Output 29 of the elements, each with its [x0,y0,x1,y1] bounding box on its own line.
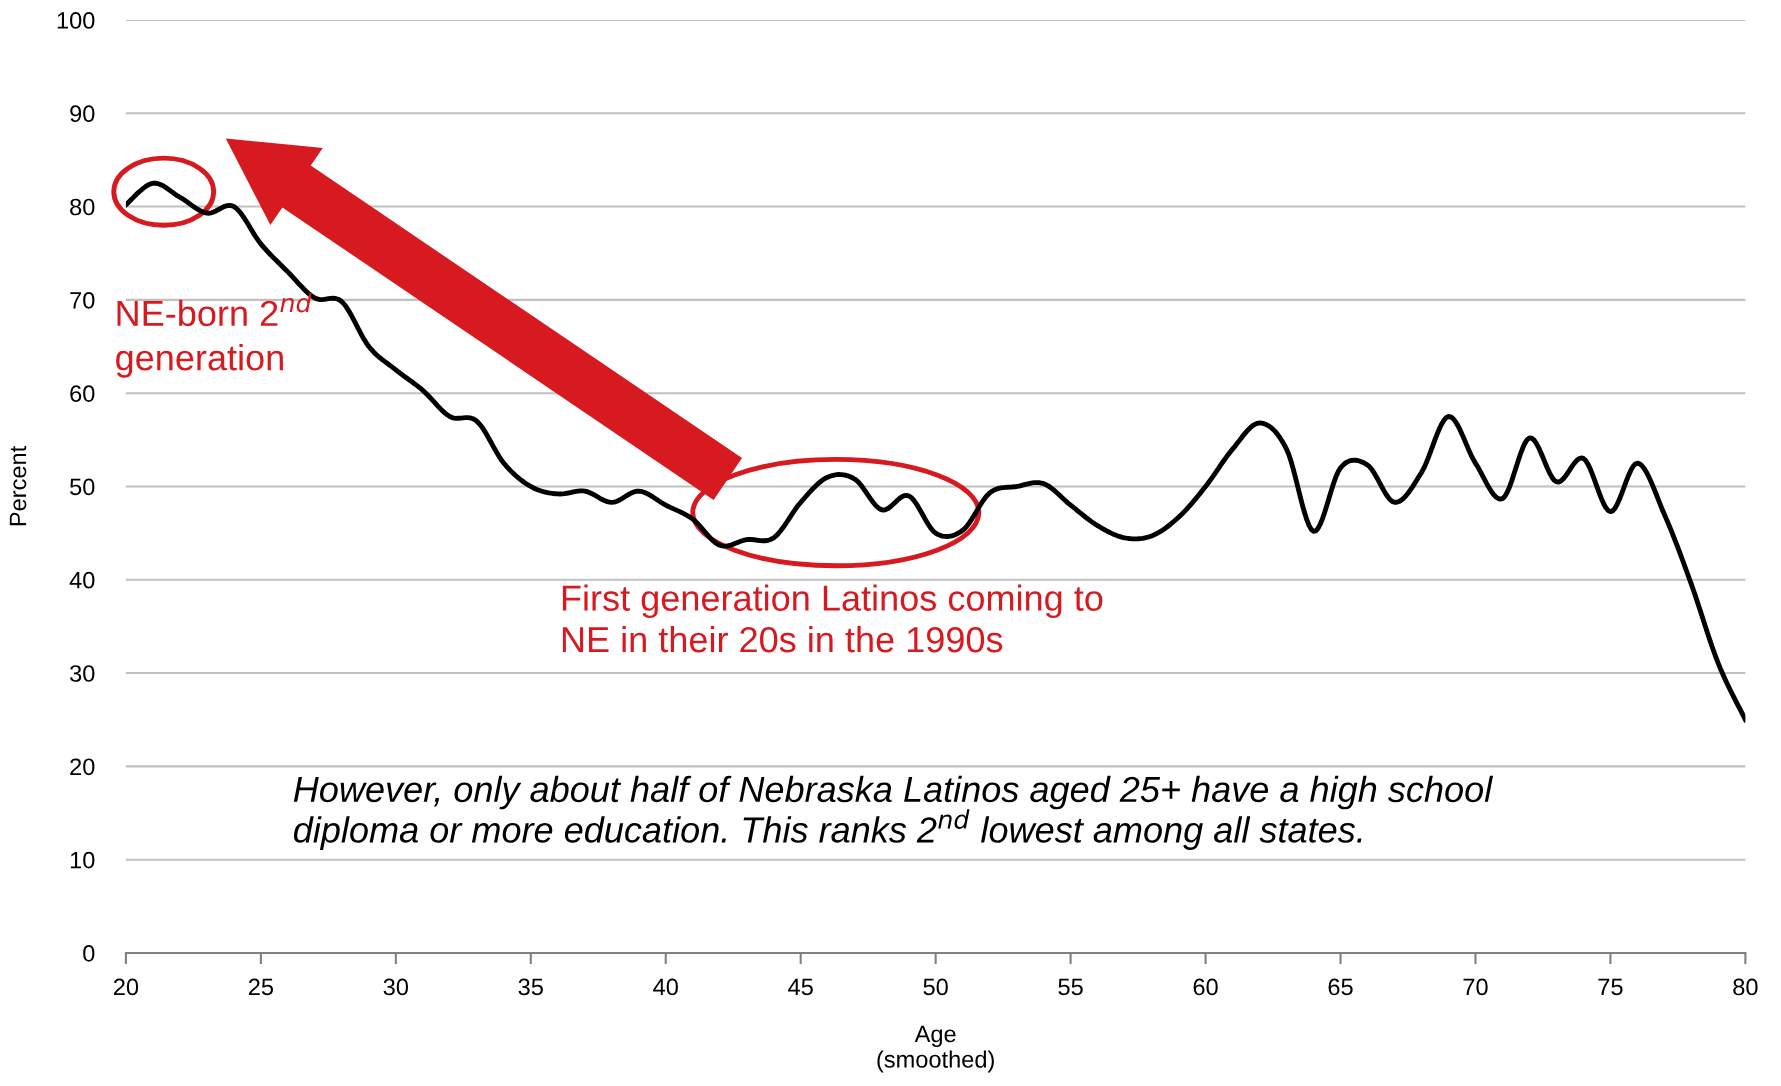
y-tick-label: 70 [70,291,95,309]
y-tick-label: 30 [70,665,95,682]
y-tick-label: 50 [70,478,95,496]
y-tick-label: 0 [83,945,95,962]
y-tick-label: 100 [57,12,95,29]
text: NE-born 2$^{nd}$ generation [116,292,312,378]
y-tick-label: 20 [70,758,95,776]
annotation: However, only about half of Nebraska Latinos aged 25+ have a high school diploma or more education. This ranks 2$^{nd}$ lowest among all states. [293,775,1494,850]
y-tick-label: 10 [70,851,95,869]
x-tick-label: 40 [653,978,678,996]
x-tick-label: 80 [1733,978,1758,996]
x-tick-label: 55 [1058,978,1083,996]
y-axis-title: Percent [9,445,27,526]
x-tick-label: 45 [788,978,813,996]
x-tick-label: 65 [1328,978,1353,996]
x-tick-label: 75 [1598,978,1623,996]
x-tick-label: 70 [1463,978,1488,996]
y-tick-label: 40 [69,571,95,589]
x-tick-label: 25 [248,978,274,996]
x-tick-label: 50 [923,978,948,996]
x-tick-label: 20 [113,978,139,996]
y-tick-label: 80 [70,198,95,216]
annotation: First generation Latinos coming to NE in their 20s in the 1990s [562,584,1103,653]
x-tick-label: 30 [383,978,409,996]
y-tick-label: 90 [70,105,95,123]
y-tick-label: 60 [70,385,95,402]
x-axis-title: Age (smoothed) [877,1025,994,1073]
x-tick-label: 35 [518,978,543,996]
x-tick-label: 60 [1193,978,1218,996]
